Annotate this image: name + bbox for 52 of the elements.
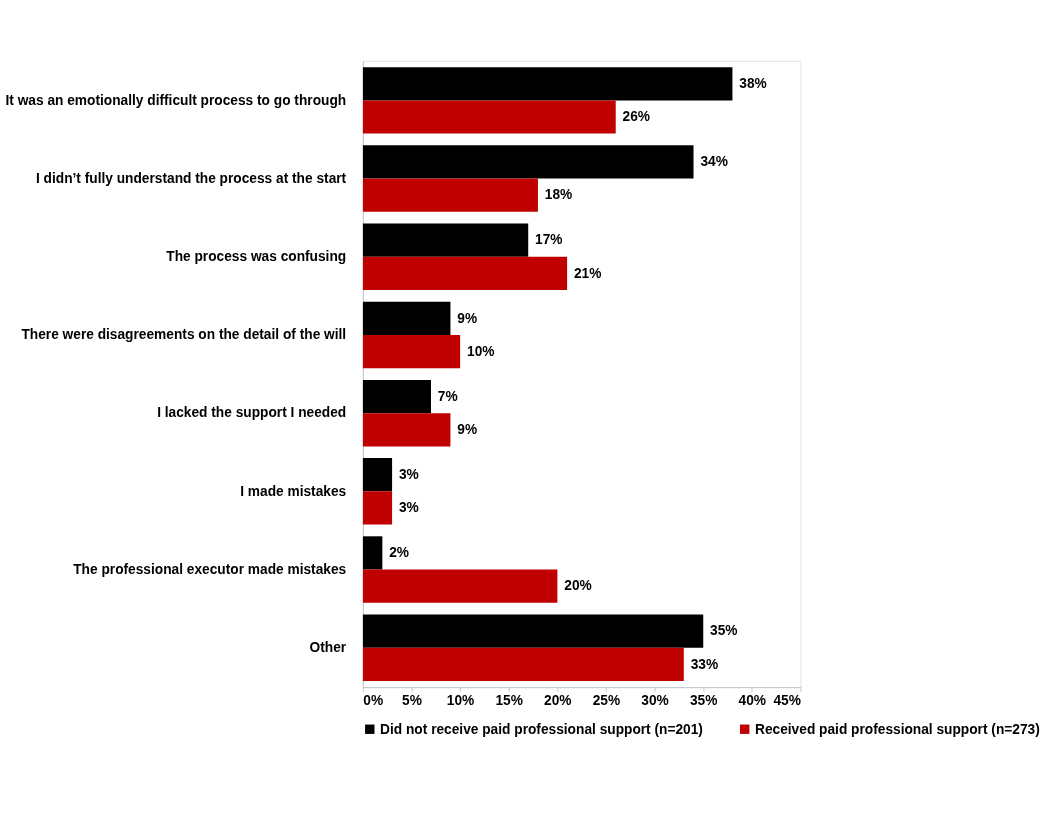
bar xyxy=(362,614,704,648)
bar xyxy=(362,301,451,335)
x-tick-label: 10% xyxy=(446,692,475,708)
x-tick-label: 35% xyxy=(689,692,718,708)
data-label: 20% xyxy=(564,578,592,594)
x-tick-label: 45% xyxy=(773,692,801,708)
data-label: 35% xyxy=(710,623,738,639)
data-label: 10% xyxy=(467,343,495,359)
data-label: 17% xyxy=(535,232,563,248)
data-label: 33% xyxy=(690,656,719,672)
x-tick-label: 25% xyxy=(592,692,621,708)
data-label: 34% xyxy=(700,154,728,170)
x-tick-label: 30% xyxy=(641,692,669,708)
data-label: 38% xyxy=(739,76,767,92)
bar xyxy=(362,413,451,447)
y-tick-label: I made mistakes xyxy=(240,483,347,499)
y-tick-label: I didn’t fully understand the process at the start xyxy=(35,170,347,186)
y-tick-label: The process was confusing xyxy=(166,249,347,265)
legend-label: Did not receive paid professional support (n=201) xyxy=(380,721,703,737)
x-tick-label: 40% xyxy=(738,692,767,708)
x-tick-label: 15% xyxy=(495,692,523,708)
bar xyxy=(362,536,383,570)
x-tick-label: 0% xyxy=(363,692,384,708)
bar xyxy=(362,100,616,134)
legend-label: Received paid professional support (n=273) xyxy=(755,721,1040,737)
bar xyxy=(362,67,733,101)
x-tick-label: 5% xyxy=(402,692,422,708)
y-tick-label: The professional executor made mistakes xyxy=(73,561,347,577)
bar xyxy=(362,569,558,603)
bar xyxy=(362,334,461,369)
data-label: 21% xyxy=(573,265,602,281)
x-tick-label: 20% xyxy=(544,692,572,708)
bar xyxy=(362,491,393,525)
bar xyxy=(362,223,529,257)
bar xyxy=(362,379,431,414)
bar xyxy=(362,145,694,179)
data-label: 2% xyxy=(389,545,410,561)
bar xyxy=(362,256,568,290)
data-label: 9% xyxy=(457,422,478,438)
data-label: 3% xyxy=(398,467,419,483)
y-tick-label: It was an emotionally difficult process to go through xyxy=(5,92,347,108)
data-label: 9% xyxy=(457,310,478,326)
data-label: 7% xyxy=(437,388,458,404)
data-label: 26% xyxy=(622,109,651,125)
bar xyxy=(362,178,538,212)
bar xyxy=(362,458,393,492)
y-tick-label: Other xyxy=(309,640,347,656)
y-tick-label: I lacked the support I needed xyxy=(157,405,347,421)
data-label: 3% xyxy=(398,500,419,516)
y-tick-label: There were disagreements on the detail of the will xyxy=(21,327,347,343)
data-label: 18% xyxy=(544,187,573,203)
bar xyxy=(362,647,684,681)
